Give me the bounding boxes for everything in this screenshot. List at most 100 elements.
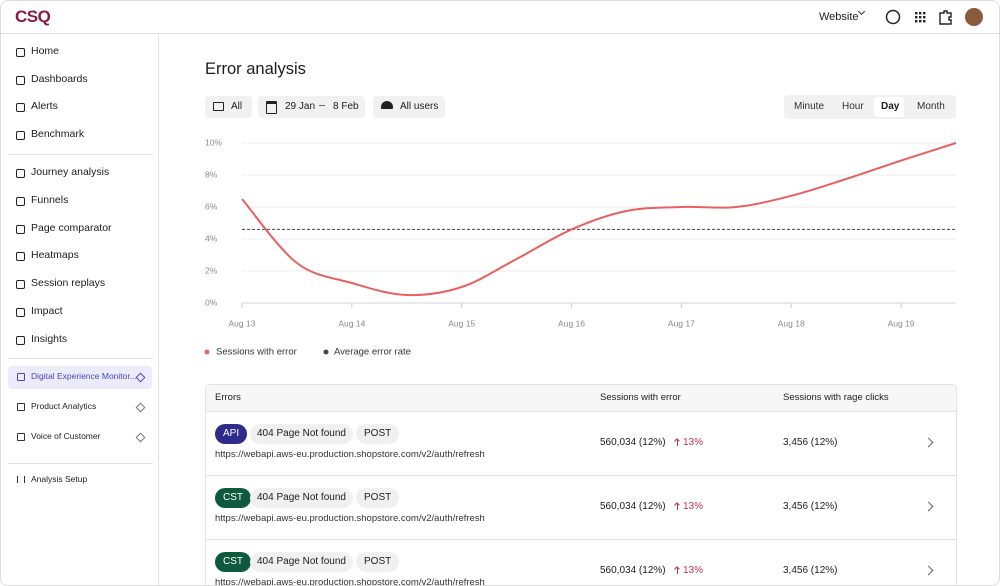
- x-tick-label: Aug 16: [558, 318, 585, 328]
- nav-item-icon: [16, 335, 25, 345]
- source-badge: API: [215, 424, 248, 444]
- error-tag: 404 Page Not found: [250, 488, 353, 508]
- premium-icon: [135, 402, 146, 413]
- granularity-option[interactable]: Month: [917, 101, 945, 112]
- avatar[interactable]: [965, 8, 983, 26]
- x-tick-label: Aug 15: [448, 318, 475, 328]
- nav-item-icon: [16, 308, 25, 317]
- legend-label: Average error rate: [334, 347, 411, 358]
- topbar-border: [1, 33, 999, 34]
- error-url: https://webapi.aws-eu.production.shopsto…: [215, 577, 485, 586]
- column-header: Sessions with error: [600, 392, 681, 403]
- users-filter[interactable]: [373, 96, 445, 118]
- device-icon: [213, 102, 224, 111]
- nav-separator: [8, 358, 153, 359]
- nav-item[interactable]: Page comparator: [31, 221, 112, 234]
- nav-item[interactable]: Funnels: [31, 193, 69, 206]
- device-filter[interactable]: [205, 96, 252, 118]
- product-icon: [17, 403, 25, 411]
- filter-label: All users: [400, 101, 439, 112]
- sidebar-border: [158, 33, 159, 585]
- nav-item[interactable]: Dashboards: [31, 72, 88, 85]
- granularity-option[interactable]: Minute: [794, 101, 825, 112]
- change-cell: 13%: [683, 565, 704, 576]
- source-badge: CST: [215, 552, 251, 572]
- workspace-select[interactable]: Website: [819, 11, 859, 23]
- nav-item-icon: [16, 169, 25, 178]
- trend-arrow: [677, 439, 678, 446]
- source-badge: CST: [215, 488, 251, 508]
- rage-clicks-cell: 3,456 (12%): [783, 565, 838, 576]
- nav-item-icon: [16, 252, 25, 262]
- column-header: Sessions with rage clicks: [783, 392, 889, 403]
- legend-swatch: [204, 349, 210, 355]
- nav-item-icon: [16, 224, 25, 234]
- nav-item[interactable]: Analysis Setup: [31, 474, 88, 484]
- nav-product[interactable]: Product Analytics: [31, 401, 97, 411]
- nav-product[interactable]: Digital Experience Monitor...: [31, 371, 137, 381]
- error-url: https://webapi.aws-eu.production.shopsto…: [215, 449, 485, 460]
- y-tick-label: 6%: [205, 201, 218, 211]
- trend-arrow: [677, 503, 678, 510]
- change-cell: 13%: [683, 501, 704, 512]
- y-tick-label: 0%: [205, 297, 218, 307]
- sessions-cell: 560,034 (12%): [600, 565, 666, 576]
- table-header-bg: [206, 385, 956, 411]
- filter-label: All: [231, 101, 243, 112]
- trend-arrow: [677, 567, 678, 574]
- method-tag: POST: [356, 424, 400, 444]
- users-icon: [381, 101, 393, 109]
- error-url: https://webapi.aws-eu.production.shopsto…: [215, 513, 485, 524]
- date-filter[interactable]: [258, 96, 365, 118]
- nav-active-bg: [8, 366, 152, 389]
- error-tag: 404 Page Not found: [250, 552, 353, 572]
- error-tag: 404 Page Not found: [250, 424, 353, 444]
- toolbar-icons: [885, 8, 983, 26]
- rage-clicks-cell: 3,456 (12%): [783, 501, 838, 512]
- nav-product[interactable]: Voice of Customer: [31, 431, 101, 441]
- sessions-cell: 560,034 (12%): [600, 501, 666, 512]
- nav-item[interactable]: Impact: [31, 305, 63, 317]
- nav-item-icon: [16, 103, 25, 113]
- nav-item[interactable]: Benchmark: [31, 128, 85, 141]
- column-header: Errors: [215, 392, 241, 403]
- granularity-option[interactable]: Day: [881, 101, 900, 112]
- series-line: [241, 142, 957, 297]
- premium-icon: [135, 432, 146, 443]
- method-tag: POST: [356, 488, 400, 508]
- apps-icon[interactable]: [915, 12, 926, 23]
- x-tick-label: Aug 18: [778, 318, 805, 328]
- nav-item[interactable]: Heatmaps: [31, 249, 79, 262]
- granularity-option[interactable]: Hour: [842, 101, 864, 112]
- calendar-icon: [266, 101, 277, 114]
- nav-item[interactable]: Home: [31, 45, 60, 57]
- product-icon: [17, 373, 25, 381]
- method-tag: POST: [356, 552, 400, 572]
- y-tick-label: 8%: [205, 169, 218, 179]
- product-icon: [17, 433, 25, 441]
- nav-separator: [8, 463, 153, 464]
- nav-separator: [8, 154, 153, 155]
- nav-item[interactable]: Journey analysis: [31, 166, 110, 178]
- row-divider: [206, 539, 956, 540]
- nav-item[interactable]: Insights: [31, 332, 68, 345]
- y-tick-label: 4%: [205, 233, 218, 243]
- y-tick-label: 10%: [205, 137, 222, 147]
- table: [205, 384, 957, 585]
- logo[interactable]: CSQ: [15, 7, 51, 26]
- granularity-group: [784, 95, 956, 119]
- row-divider: [206, 411, 956, 412]
- granularity-active-bg: [874, 97, 904, 117]
- nav-item-icon: [16, 131, 25, 141]
- row-divider: [206, 475, 956, 476]
- nav-item-icon: [16, 280, 25, 290]
- nav-item[interactable]: Alerts: [31, 100, 58, 113]
- arrow-icon: [319, 105, 325, 106]
- help-icon[interactable]: [885, 9, 901, 25]
- page-title: Error analysis: [205, 60, 306, 78]
- x-tick-label: Aug 19: [888, 318, 915, 328]
- legend-swatch: [323, 349, 329, 355]
- plugin-icon[interactable]: [939, 10, 952, 25]
- nav-item[interactable]: Session replays: [31, 277, 106, 290]
